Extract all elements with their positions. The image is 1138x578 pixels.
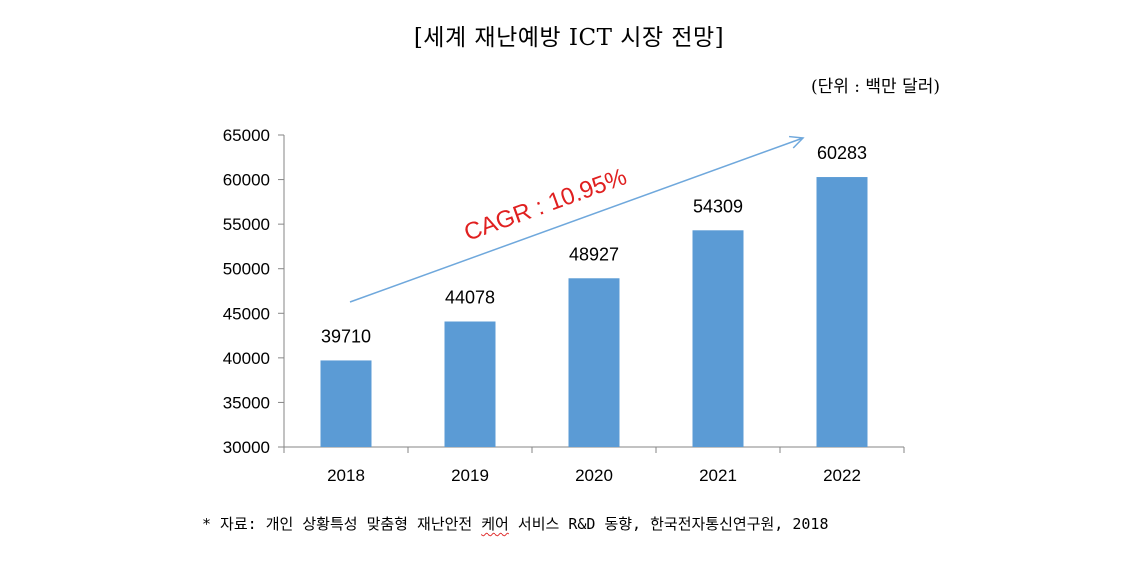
data-label: 60283 bbox=[817, 143, 867, 163]
y-tick-label: 55000 bbox=[223, 215, 270, 234]
chart-axes: 30000 35000 40000 45000 50000 55000 60000 65000 bbox=[223, 126, 905, 457]
source-note: * 자료: 개인 상황특성 맞춤형 재난안전 케어 서비스 R&D 동향, 한국… bbox=[202, 512, 962, 536]
bar-2019 bbox=[444, 321, 496, 447]
x-tick-label: 2018 bbox=[327, 466, 365, 485]
x-tick-label: 2020 bbox=[575, 466, 613, 485]
x-tick-label: 2022 bbox=[823, 466, 861, 485]
y-tick-label: 45000 bbox=[223, 304, 270, 323]
y-tick-label: 40000 bbox=[223, 349, 270, 368]
chart-labels: 2018 39710 2019 44078 2020 48927 2021 54309 2022… bbox=[321, 143, 867, 485]
bar-2018 bbox=[320, 360, 372, 447]
bar-2020 bbox=[568, 278, 620, 447]
chart-bars bbox=[320, 177, 868, 447]
bar-chart: 30000 35000 40000 45000 50000 55000 60000 65000… bbox=[223, 126, 905, 485]
x-tick-label: 2021 bbox=[699, 466, 737, 485]
chart-title: [세계 재난예방 ICT 시장 전망] bbox=[413, 25, 725, 51]
y-tick-label: 35000 bbox=[223, 393, 270, 412]
y-tick-label: 60000 bbox=[223, 171, 270, 190]
y-tick-label: 65000 bbox=[223, 126, 270, 145]
data-label: 48927 bbox=[569, 244, 619, 264]
trend-arrow-line bbox=[349, 137, 804, 303]
data-label: 54309 bbox=[693, 196, 743, 216]
x-tick-label: 2019 bbox=[451, 466, 489, 485]
source-suffix: 서비스 R&D 동향, 한국전자통신연구원, 2018 bbox=[508, 515, 829, 533]
bar-2022 bbox=[816, 177, 868, 447]
source-prefix: * 자료: 개인 상황특성 맞춤형 재난안전 bbox=[202, 515, 482, 533]
y-tick-label: 30000 bbox=[223, 438, 270, 457]
cagr-text: CAGR : 10.95% bbox=[461, 163, 631, 247]
y-tick-label: 50000 bbox=[223, 260, 270, 279]
unit-label: (단위 : 백만 달러) bbox=[810, 77, 940, 97]
data-label: 39710 bbox=[321, 326, 371, 346]
data-label: 44078 bbox=[445, 288, 495, 308]
bar-2021 bbox=[692, 230, 744, 447]
source-squiggled-word: 케어 bbox=[481, 515, 509, 533]
trend-arrow-head bbox=[788, 135, 805, 149]
